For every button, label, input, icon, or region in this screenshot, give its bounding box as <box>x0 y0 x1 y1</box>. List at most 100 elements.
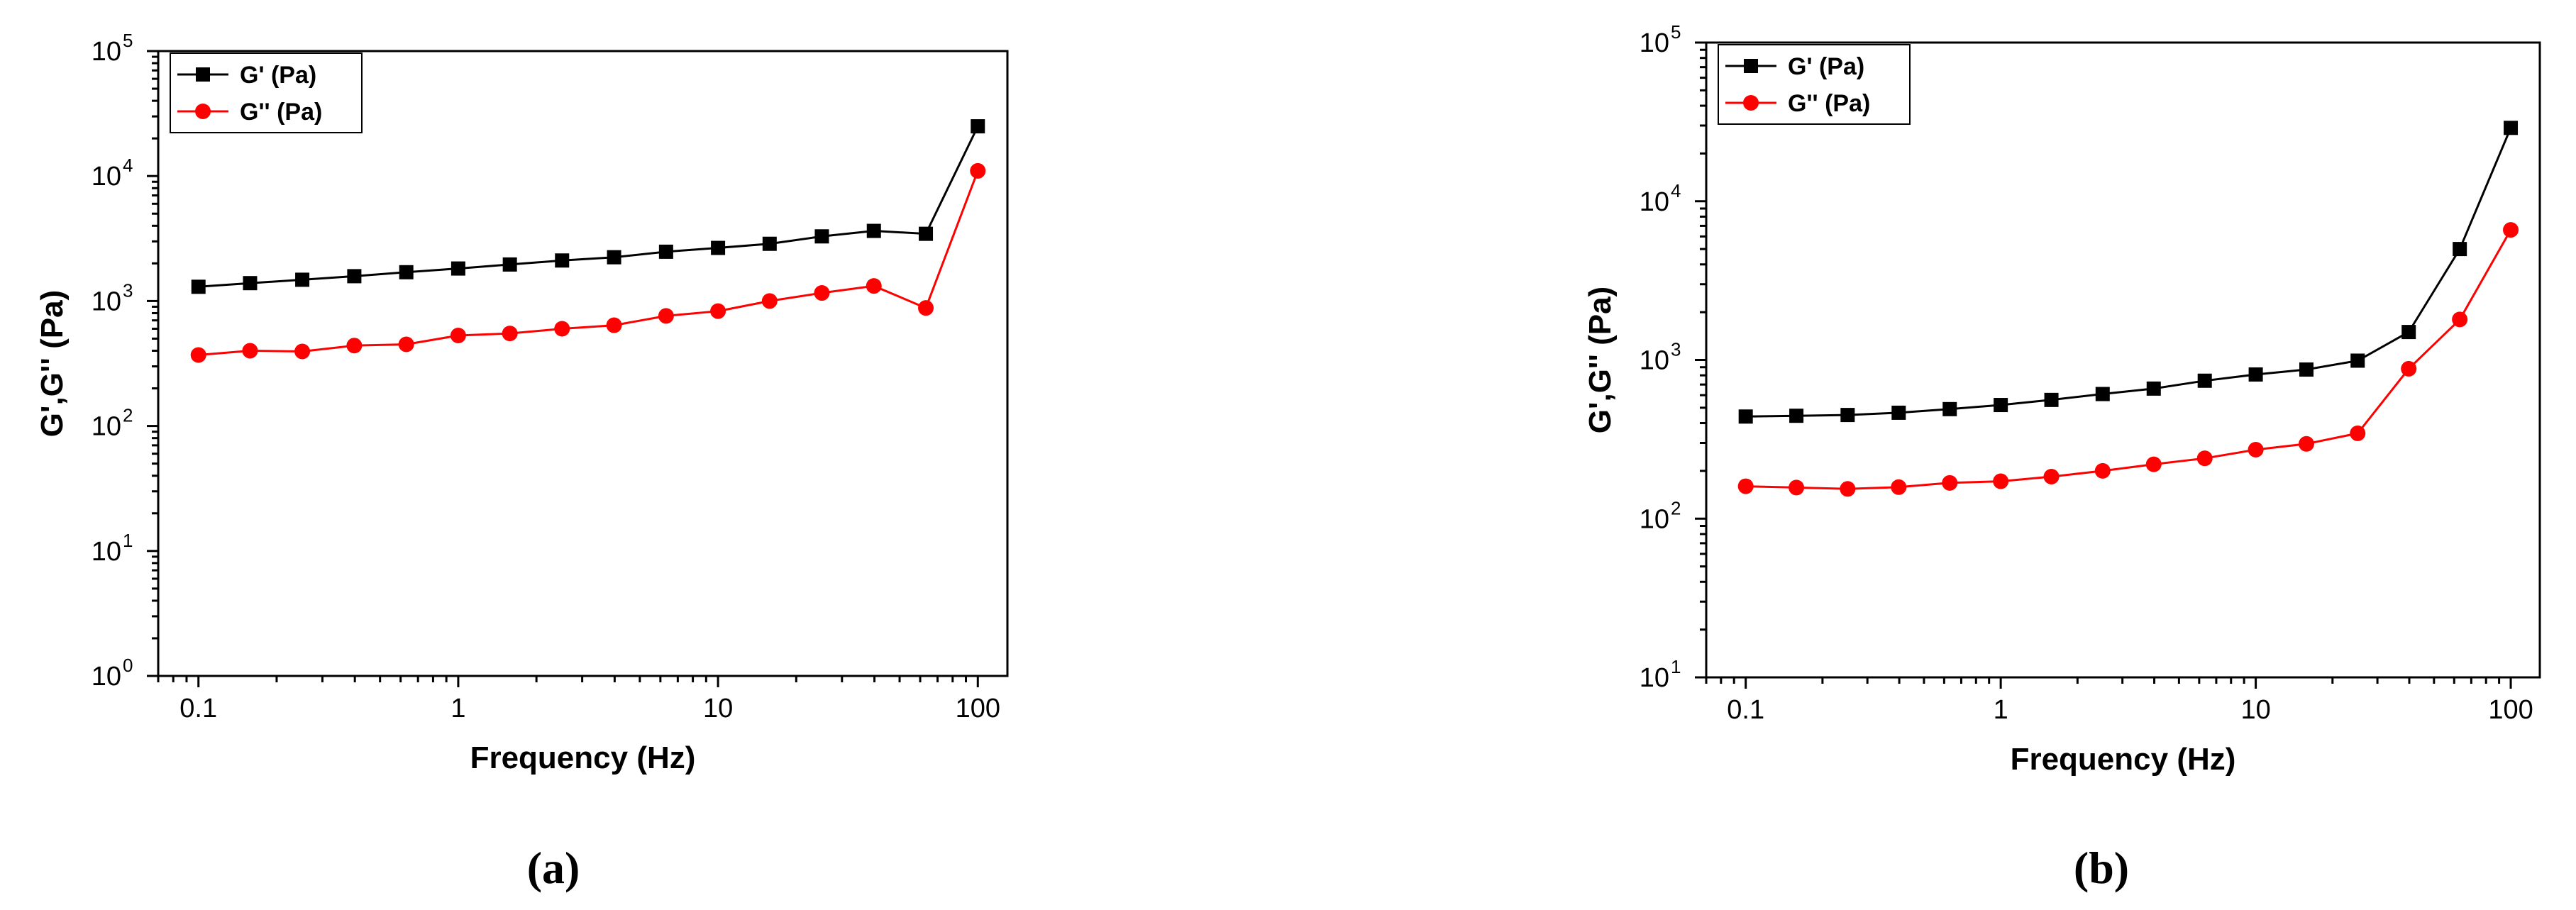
y-tick-exponent: 4 <box>1671 180 1681 201</box>
data-point <box>2503 222 2519 238</box>
data-point <box>242 343 258 359</box>
data-point <box>1738 409 1753 424</box>
data-point <box>1737 478 1754 494</box>
y-tick-label: 10 <box>92 412 121 442</box>
data-point <box>2248 442 2264 458</box>
y-tick-label: 10 <box>1640 663 1669 693</box>
data-point <box>2452 311 2468 328</box>
data-point <box>1789 409 1804 423</box>
series-line <box>1745 229 2512 490</box>
y-tick-label: 10 <box>1640 504 1669 534</box>
data-point <box>191 279 206 294</box>
data-point <box>658 244 673 259</box>
data-point <box>190 347 206 363</box>
data-point <box>971 119 985 134</box>
data-point <box>1891 405 1906 420</box>
x-axis-title: Frequency (Hz) <box>2011 742 2236 777</box>
data-point <box>555 253 570 268</box>
data-point <box>1789 479 1805 496</box>
data-point <box>347 269 362 284</box>
data-point <box>398 336 414 353</box>
x-tick-label: 0.1 <box>179 694 217 723</box>
legend: G' (Pa) G'' (Pa) <box>170 52 363 133</box>
y-axis-title: G',G'' (Pa) <box>1583 287 1618 433</box>
data-point <box>1840 408 1855 423</box>
data-point <box>814 229 829 244</box>
x-tick-label: 10 <box>2240 695 2270 725</box>
data-point <box>346 338 363 354</box>
y-tick-exponent: 3 <box>123 279 133 301</box>
legend-box <box>1718 44 1911 125</box>
data-point <box>2298 435 2314 452</box>
data-point <box>866 278 882 294</box>
data-point <box>1891 479 1907 495</box>
legend-marker <box>196 67 210 82</box>
x-axis-title: Frequency (Hz) <box>470 740 696 775</box>
data-point <box>2299 362 2314 377</box>
data-point <box>2094 462 2111 479</box>
plot-frame <box>157 50 1009 677</box>
series-line <box>198 126 979 288</box>
legend-marker <box>195 104 211 119</box>
data-point <box>2248 367 2263 382</box>
data-point <box>2196 450 2213 467</box>
data-point <box>761 293 778 309</box>
y-tick-label: 10 <box>1640 28 1669 58</box>
legend-label: G' (Pa) <box>240 62 316 89</box>
data-point <box>1942 401 1957 416</box>
data-point <box>2197 373 2212 388</box>
legend-label: G'' (Pa) <box>240 99 322 126</box>
data-point <box>399 265 414 279</box>
y-tick-label: 10 <box>92 287 121 316</box>
data-point <box>711 240 726 255</box>
data-point <box>1840 481 1856 497</box>
data-point <box>2401 360 2417 377</box>
data-point <box>607 250 621 265</box>
legend-box <box>170 52 363 133</box>
y-tick-exponent: 2 <box>123 405 133 426</box>
data-point <box>2044 392 2059 407</box>
y-tick-exponent: 1 <box>1671 656 1681 677</box>
data-point <box>970 162 986 179</box>
data-point <box>2350 353 2365 368</box>
y-tick-label: 10 <box>1640 187 1669 217</box>
legend-label: G'' (Pa) <box>1788 90 1870 117</box>
data-point <box>1942 475 1958 491</box>
legend-marker <box>1744 59 1758 73</box>
y-tick-label: 10 <box>92 662 121 692</box>
x-tick-label: 1 <box>450 694 465 723</box>
x-tick-label: 0.1 <box>1727 695 1764 725</box>
x-tick-label: 1 <box>1994 695 2008 725</box>
data-point <box>450 327 466 343</box>
data-point <box>554 321 570 337</box>
x-tick-label: 100 <box>2488 695 2533 725</box>
y-tick-exponent: 4 <box>123 155 133 176</box>
x-tick-label: 100 <box>956 694 1000 723</box>
data-point <box>2146 381 2161 396</box>
data-point <box>918 300 934 316</box>
plot-frame <box>1705 41 2541 679</box>
data-point <box>243 276 258 291</box>
data-point <box>1994 398 2008 413</box>
y-tick-exponent: 5 <box>123 30 133 51</box>
panel-label: (a) <box>527 843 580 893</box>
y-tick-label: 10 <box>92 162 121 192</box>
y-tick-exponent: 3 <box>1671 339 1681 360</box>
legend-marker <box>1743 95 1759 111</box>
legend-label: G' (Pa) <box>1788 53 1864 80</box>
data-point <box>2095 387 2110 401</box>
y-axis-title: G',G'' (Pa) <box>35 290 70 437</box>
data-point <box>814 285 830 301</box>
data-point <box>2043 468 2060 484</box>
data-point <box>1993 473 2009 489</box>
y-tick-exponent: 2 <box>1671 497 1681 518</box>
data-point <box>658 308 674 324</box>
data-point <box>450 261 465 276</box>
panel-label: (b) <box>2074 843 2129 893</box>
data-point <box>502 257 517 272</box>
data-point <box>2350 425 2366 441</box>
data-point <box>502 326 518 342</box>
